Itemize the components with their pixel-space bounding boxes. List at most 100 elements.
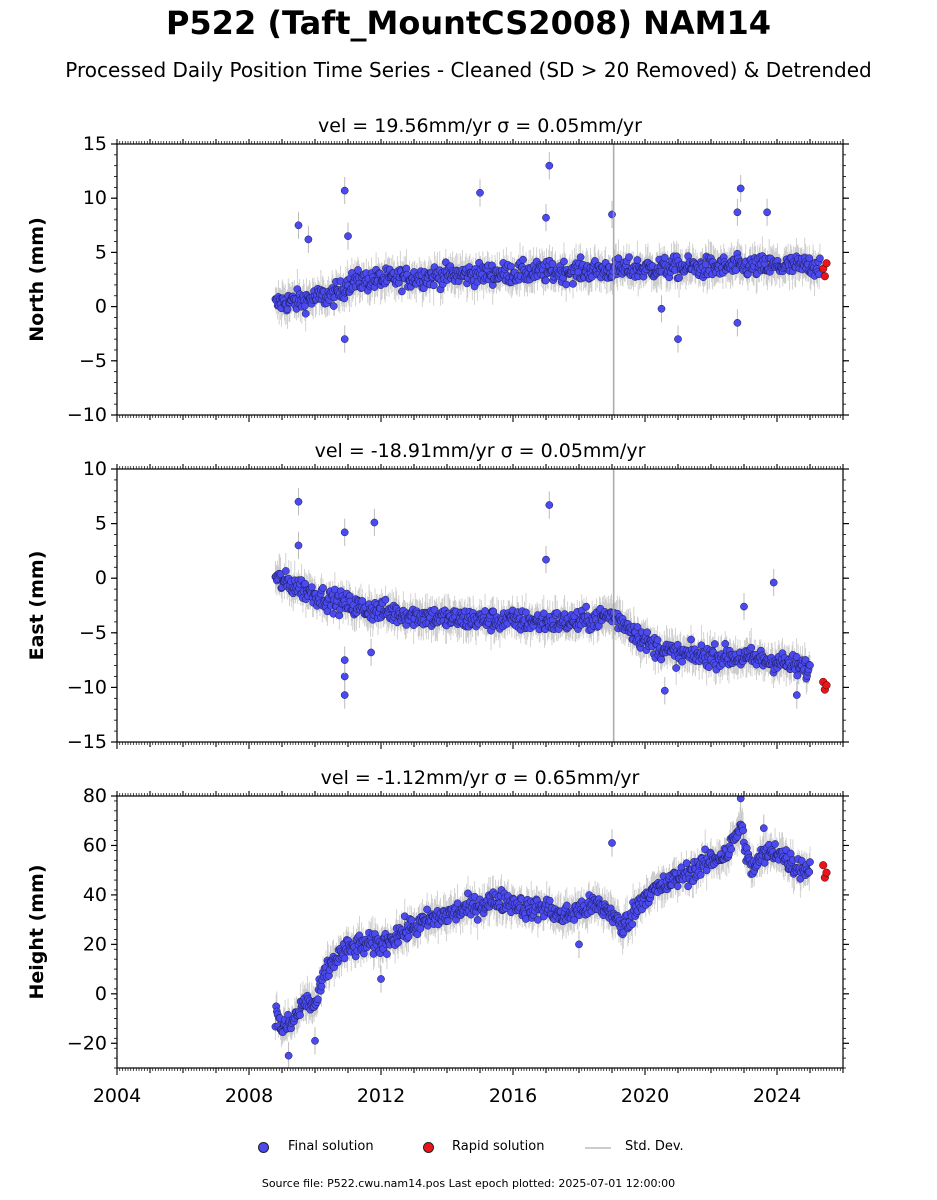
final-solution-point xyxy=(539,609,548,618)
y-tick-label: 5 xyxy=(95,241,107,263)
y-tick-label: 15 xyxy=(83,133,107,155)
final-solution-point xyxy=(697,641,706,650)
final-solution-point xyxy=(429,281,438,290)
final-solution-point xyxy=(657,655,666,664)
final-solution-point xyxy=(633,256,642,264)
final-solution-point xyxy=(763,208,771,217)
final-solution-point xyxy=(489,607,498,616)
final-solution-point xyxy=(674,335,682,343)
final-solution-point xyxy=(562,280,571,289)
final-solution-point xyxy=(381,595,390,604)
final-solution-point xyxy=(340,691,349,699)
final-solution-point xyxy=(370,518,379,527)
final-solution-point xyxy=(476,188,484,197)
final-solution-point xyxy=(633,623,642,631)
final-solution-point xyxy=(576,253,585,262)
final-solution-point xyxy=(657,304,666,313)
final-solution-point xyxy=(340,528,349,537)
final-solution-point xyxy=(769,578,778,587)
final-solution-point xyxy=(805,254,814,263)
panel-title: vel = 19.56mm/yr σ = 0.05mm/yr xyxy=(318,115,642,137)
panel-plot-group xyxy=(271,469,831,742)
final-solution-point xyxy=(507,262,515,271)
rapid-solution-point xyxy=(820,272,829,281)
final-solution-point xyxy=(340,954,349,963)
final-solution-point xyxy=(792,653,801,661)
y-tick-label: 10 xyxy=(83,187,107,209)
final-solution-point xyxy=(313,995,322,1004)
y-tick-label: −10 xyxy=(67,404,107,426)
final-solution-point xyxy=(740,602,748,611)
final-solution-point xyxy=(340,186,349,195)
final-solution-point xyxy=(304,235,313,244)
final-solution-point xyxy=(793,671,802,680)
final-solution-point xyxy=(340,656,349,664)
final-solution-point xyxy=(430,605,439,614)
rapid-solution-point xyxy=(822,259,831,268)
final-solution-point xyxy=(653,636,662,644)
final-solution-point xyxy=(522,608,530,617)
y-axis-label: East (mm) xyxy=(26,551,48,661)
final-solution-point xyxy=(608,210,616,219)
final-solution-point xyxy=(675,273,683,282)
final-solution-point xyxy=(806,661,814,670)
final-solution-point xyxy=(545,161,554,170)
y-tick-label: −5 xyxy=(79,350,107,372)
panel-plot-group xyxy=(271,796,831,1068)
final-solution-point xyxy=(542,555,550,564)
final-solution-point xyxy=(643,628,652,637)
y-tick-label: 5 xyxy=(95,513,107,535)
final-solution-point xyxy=(296,1011,304,1019)
final-solution-point xyxy=(294,541,303,550)
final-solution-point xyxy=(340,335,349,343)
final-solution-point xyxy=(733,208,742,217)
figure-title: P522 (Taft_MountCS2008) NAM14 xyxy=(165,4,772,42)
final-solution-point xyxy=(541,276,550,285)
y-tick-label: −15 xyxy=(67,731,107,753)
y-tick-label: 0 xyxy=(95,296,107,318)
y-tick-label: −5 xyxy=(79,622,107,644)
final-solution-point xyxy=(614,254,623,263)
y-axis-label: North (mm) xyxy=(26,217,48,342)
final-solution-point xyxy=(582,602,591,611)
final-solution-point xyxy=(678,657,686,666)
final-solution-point xyxy=(660,686,669,695)
final-solution-point xyxy=(733,319,742,327)
final-solution-point xyxy=(660,253,669,262)
final-solution-point xyxy=(354,266,362,274)
final-solution-point xyxy=(747,643,756,652)
final-solution-point xyxy=(710,640,719,648)
final-solution-point xyxy=(542,213,550,222)
final-solution-point xyxy=(367,648,375,657)
final-solution-point xyxy=(548,259,557,268)
final-solution-point xyxy=(687,635,695,644)
final-solution-point xyxy=(294,221,303,230)
final-solution-point xyxy=(736,184,745,193)
final-solution-point xyxy=(283,305,292,314)
final-solution-point xyxy=(625,253,633,261)
final-solution-point xyxy=(560,257,568,266)
panel-title: vel = -18.91mm/yr σ = 0.05mm/yr xyxy=(315,440,646,462)
final-solution-point xyxy=(792,691,801,699)
final-solution-point xyxy=(569,280,577,288)
final-solution-point xyxy=(294,497,303,506)
final-solution-point xyxy=(816,254,824,263)
final-solution-point xyxy=(358,597,367,605)
final-solution-point xyxy=(344,232,352,240)
y-tick-label: 0 xyxy=(95,567,107,589)
final-solution-point xyxy=(721,639,730,648)
y-tick-label: 10 xyxy=(83,458,107,480)
final-solution-point xyxy=(672,664,681,672)
final-solution-point xyxy=(281,567,290,575)
panel-plot-group xyxy=(271,144,831,415)
final-solution-point xyxy=(340,672,349,681)
rapid-solution-point xyxy=(822,681,831,690)
final-solution-point xyxy=(319,584,327,592)
final-solution-point xyxy=(307,583,316,592)
figure-subtitle: Processed Daily Position Time Series - C… xyxy=(65,58,872,82)
final-solution-point xyxy=(398,287,406,296)
final-solution-point xyxy=(329,302,338,310)
y-tick-label: −10 xyxy=(67,676,107,698)
final-solution-point xyxy=(545,501,554,509)
